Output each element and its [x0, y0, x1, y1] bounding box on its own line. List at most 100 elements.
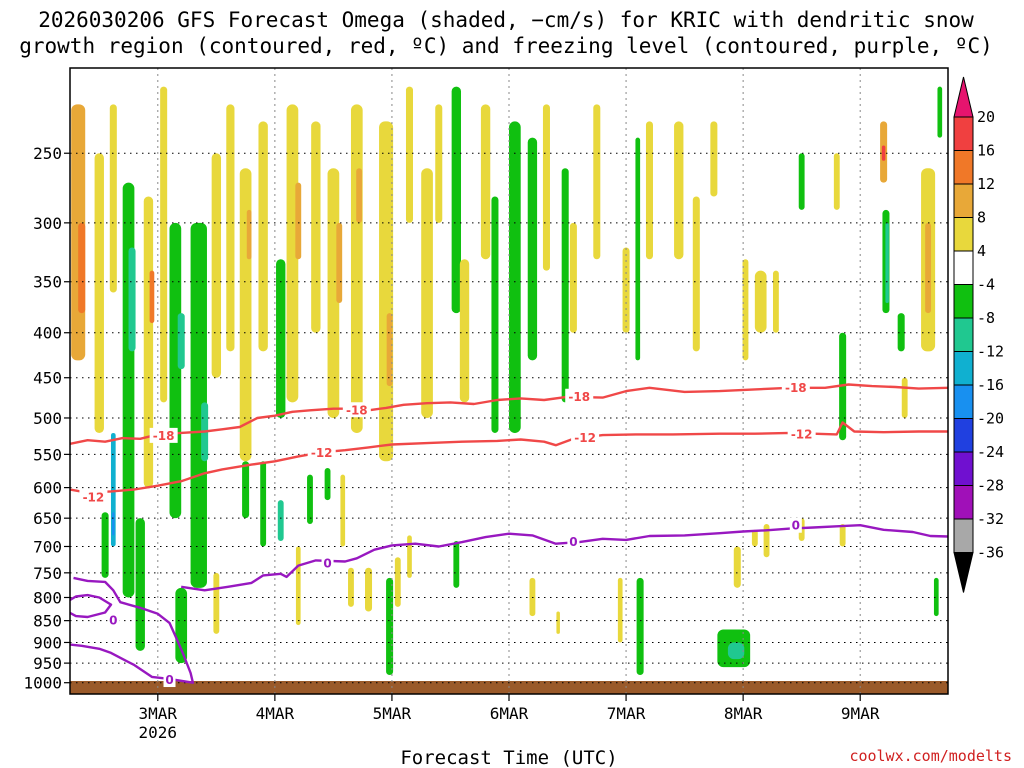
omega-patch — [348, 567, 354, 607]
colorbar-bin — [953, 451, 974, 486]
colorbar-bin — [953, 183, 974, 218]
omega-patch — [933, 577, 939, 617]
omega-patch — [617, 577, 623, 643]
omega-patch — [213, 572, 220, 634]
contour-label: -18 — [568, 390, 590, 404]
contour-label-bg — [107, 612, 120, 628]
contour-label: -12 — [791, 427, 813, 441]
x-tick-label: 6MAR — [490, 704, 529, 723]
omega-patch — [833, 153, 840, 210]
contour-label-bg — [307, 444, 336, 460]
omega-patch — [340, 474, 346, 547]
omega-patch — [258, 121, 268, 352]
omega-patch — [128, 247, 136, 352]
omega-patch — [763, 524, 770, 558]
contour-label-bg — [163, 672, 176, 688]
omega-patch — [881, 145, 886, 161]
x-tick-label: 4MAR — [256, 704, 295, 723]
y-tick-label: 900 — [33, 633, 62, 652]
credit-text: coolwx.com/modelts — [849, 747, 1012, 765]
omega-patch — [112, 512, 115, 536]
omega-patch — [751, 529, 758, 547]
omega-patch — [211, 153, 222, 378]
omega-patch — [311, 121, 321, 333]
omega-patch — [453, 540, 460, 588]
contour-label-bg — [789, 517, 802, 533]
omega-patch — [149, 270, 155, 324]
y-tick-label: 400 — [33, 324, 62, 343]
contour-label: 0 — [109, 614, 117, 628]
y-tick-label: 450 — [33, 369, 62, 388]
omega-patch — [710, 121, 718, 197]
omega-patch — [122, 182, 135, 598]
omega-patch — [356, 168, 363, 223]
contour-label: -12 — [83, 491, 105, 505]
omega-shading-layer — [71, 86, 943, 675]
x-tick-label: 5MAR — [373, 704, 412, 723]
contour-label-bg — [342, 402, 371, 418]
omega-patch — [542, 104, 550, 271]
y-tick-label: 350 — [33, 273, 62, 292]
omega-patch — [733, 546, 741, 588]
colorbar-bin — [953, 418, 974, 453]
grid-layer — [70, 68, 948, 694]
omega-patch — [839, 524, 846, 547]
colorbar-top-arrow — [953, 76, 974, 118]
omega-patch — [885, 222, 889, 303]
omega-patch — [386, 577, 394, 675]
colorbar-bin — [953, 317, 974, 352]
contour-label-bg — [571, 430, 600, 446]
colorbar-bin — [953, 150, 974, 185]
colorbar-label: 8 — [977, 209, 986, 227]
omega-patch — [260, 461, 267, 547]
contour-line — [70, 576, 195, 684]
omega-patch — [561, 168, 569, 403]
contour-label: -18 — [153, 429, 175, 443]
contour-label: -12 — [311, 446, 333, 460]
contour-layer: -18 -18 -18 -18 -12 -12 -12 -12 0 0 0 0 0 — [70, 379, 948, 688]
omega-patch — [937, 86, 943, 138]
contour-label-bg — [787, 426, 816, 442]
x-tick-label: 3MAR — [139, 704, 178, 723]
omega-patch — [246, 209, 252, 260]
omega-patch — [286, 104, 299, 403]
y-tick-label: 750 — [33, 564, 62, 583]
omega-patch — [379, 121, 394, 462]
contour-line — [70, 593, 113, 619]
y-tick-label: 800 — [33, 588, 62, 607]
omega-patch — [593, 104, 601, 260]
colorbar-label: -8 — [977, 309, 995, 327]
omega-patch — [772, 270, 779, 333]
omega-patch — [94, 153, 104, 433]
contour-label: 0 — [323, 557, 331, 571]
colorbar: 20 16 12 8 4 -4 -8 -12 -16 -20 -24 -28 -32 -36 — [953, 76, 1004, 593]
omega-patch — [556, 611, 560, 634]
omega-patch — [324, 468, 331, 501]
omega-patch — [386, 313, 393, 387]
chart-title-line-2: growth region (contoured, red, ºC) and f… — [19, 34, 993, 58]
omega-patch — [491, 196, 499, 433]
omega-patch — [277, 500, 284, 541]
contour-label-bg — [321, 555, 334, 571]
contour-label: 0 — [792, 519, 800, 533]
omega-patch — [135, 518, 145, 651]
omega-patch — [925, 222, 932, 314]
contour-line — [181, 524, 948, 592]
omega-patch — [307, 474, 313, 525]
colorbar-label: 16 — [977, 142, 995, 160]
omega-patch — [901, 377, 908, 418]
y-tick-label: 850 — [33, 612, 62, 631]
y-tick-label: 650 — [33, 509, 62, 528]
colorbar-label: -12 — [977, 343, 1004, 361]
omega-patch — [459, 259, 470, 403]
omega-patch — [754, 270, 767, 333]
y-tick-label: 950 — [33, 654, 62, 673]
x-tick-sublabel: 2026 — [139, 723, 178, 742]
omega-patch — [407, 535, 412, 578]
omega-patch — [421, 168, 433, 418]
colorbar-label: -4 — [977, 276, 995, 294]
x-tick-label: 7MAR — [607, 704, 646, 723]
contour-label: 0 — [165, 673, 173, 687]
omega-patch — [242, 461, 250, 519]
